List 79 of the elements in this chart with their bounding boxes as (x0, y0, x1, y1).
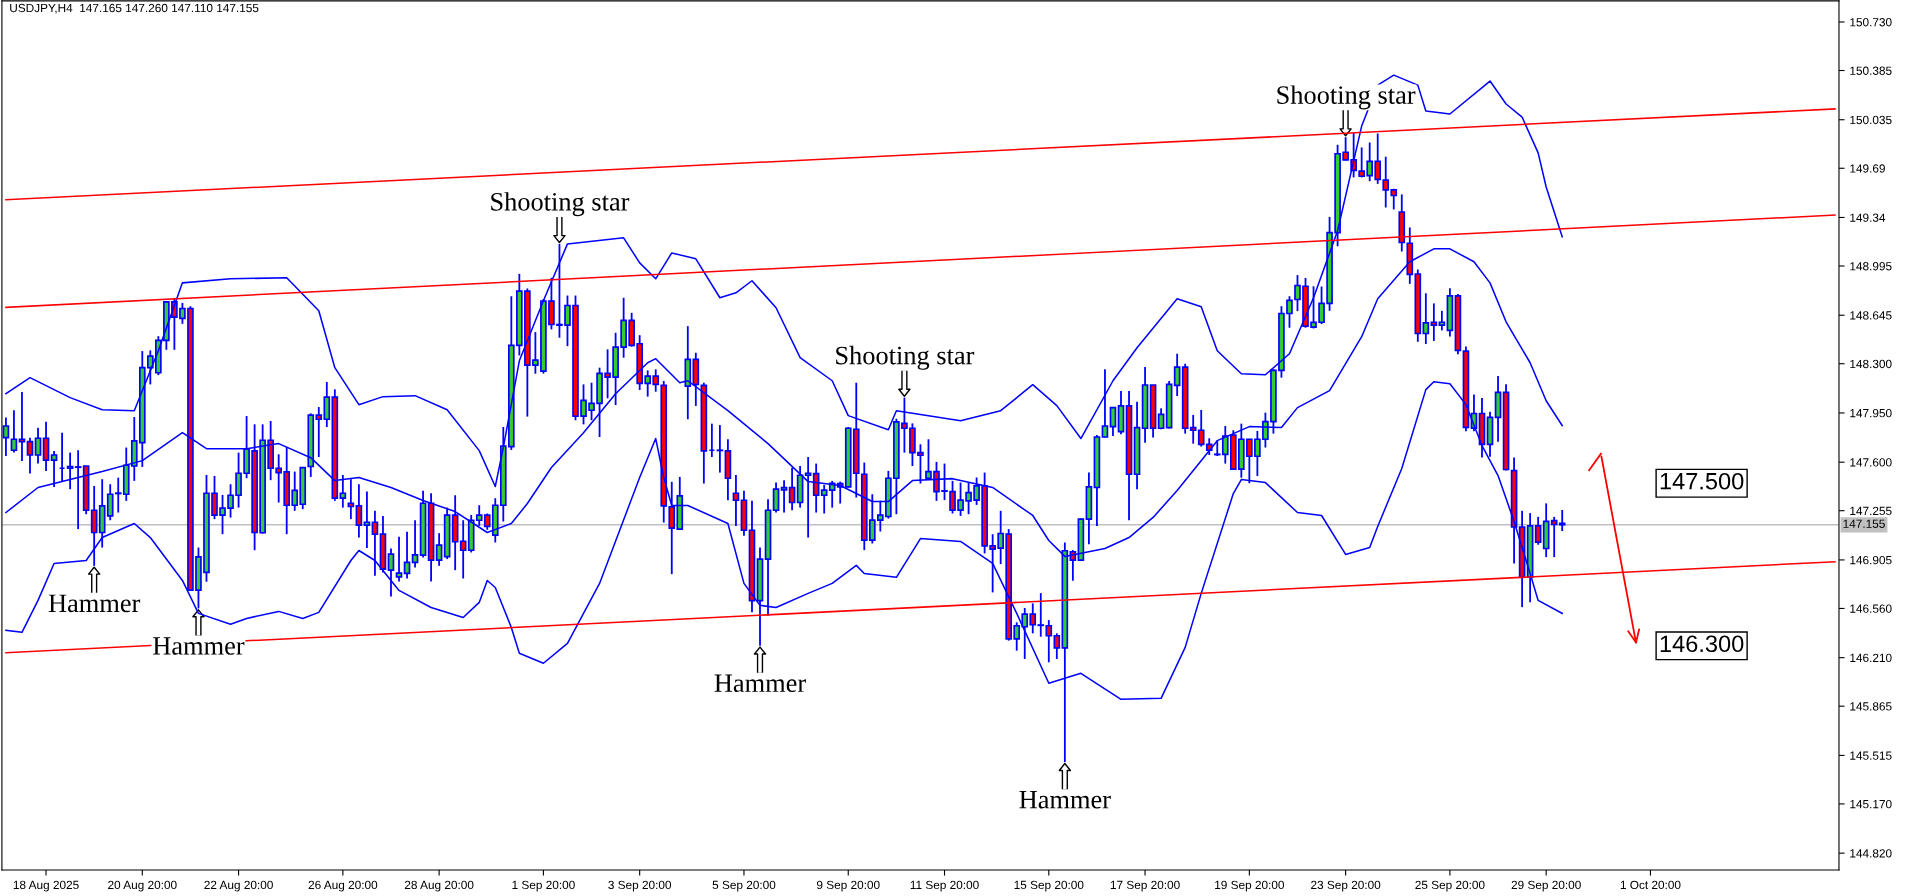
x-tick-label: 18 Aug 2025 (13, 880, 79, 892)
candlestick (1173, 352, 1181, 397)
annotation: Hammer (714, 674, 806, 693)
candlestick (26, 436, 34, 475)
x-tick-label: 11 Sep 20:00 (910, 880, 979, 892)
y-tick-label: 145.515 (1850, 751, 1892, 760)
x-tick-label: 26 Aug 20:00 (308, 880, 378, 892)
candlestick (339, 474, 347, 509)
x-tick-label: 9 Sep 20:00 (816, 880, 880, 892)
annotation: 146.300 (1660, 635, 1744, 653)
y-tick-label: 146.210 (1850, 653, 1892, 663)
y-tick-label: 150.035 (1850, 115, 1892, 125)
candlestick (780, 479, 788, 514)
candlestick (1422, 292, 1430, 345)
candlestick (2, 416, 10, 457)
x-tick-label: 3 Sep 20:00 (608, 880, 672, 892)
candlestick (42, 420, 50, 472)
candlestick (788, 466, 796, 512)
x-tick-label: 29 Sep 20:00 (1511, 880, 1581, 892)
x-tick-label: 17 Sep 20:00 (1110, 880, 1180, 892)
annotation: Shooting star (836, 345, 975, 370)
candlestick (18, 391, 26, 462)
annotation: Hammer (153, 637, 245, 655)
candlestick (90, 485, 98, 567)
candlestick (387, 547, 395, 598)
x-tick-label: 5 Sep 20:00 (712, 880, 776, 892)
x-tick-label: 1 Oct 20:00 (1620, 880, 1681, 890)
x-tick-label: 19 Sep 20:00 (1215, 880, 1285, 892)
candlestick (772, 481, 780, 514)
y-tick-label: 147.950 (1850, 408, 1892, 418)
y-tick-label: 146.905 (1850, 555, 1892, 565)
candlestick (435, 532, 443, 567)
y-tick-label: 150.385 (1850, 66, 1892, 75)
annotation: 147.500 (1660, 472, 1744, 490)
candlestick (1109, 406, 1117, 437)
candlestick (1438, 309, 1446, 332)
x-tick-label: 23 Sep 20:00 (1311, 880, 1381, 892)
chart-title: USDJPY,H4 147.165 147.260 147.110 147.155 (10, 3, 259, 14)
candlestick (804, 456, 812, 539)
annotation: Shooting star (1277, 85, 1416, 110)
candlestick (716, 424, 724, 474)
annotation: Shooting star (491, 192, 630, 217)
candlestick (371, 509, 379, 577)
x-tick-label: 1 Sep 20:00 (512, 880, 575, 892)
candlestick (347, 478, 355, 521)
x-tick-label: 22 Aug 20:00 (204, 880, 273, 892)
candlestick (732, 474, 740, 527)
candlestick (66, 451, 74, 491)
x-tick-label: 28 Aug 20:00 (404, 880, 474, 892)
annotation: Hammer (48, 594, 141, 613)
candlestick (1534, 515, 1542, 546)
y-tick-label: 147.255 (1850, 506, 1892, 516)
y-tick-label: 148.300 (1850, 359, 1892, 369)
candlestick (355, 483, 363, 539)
y-tick-label: 150.730 (1850, 18, 1892, 27)
x-tick-label: 25 Sep 20:00 (1415, 880, 1485, 892)
candlestick (1053, 632, 1061, 660)
y-tick-label: 148.645 (1850, 311, 1892, 320)
candlestick (363, 490, 371, 550)
candlestick (34, 426, 42, 465)
y-tick-label: 144.820 (1850, 849, 1892, 858)
y-tick-label: 149.34 (1850, 213, 1886, 222)
y-tick-label: 145.865 (1850, 702, 1892, 711)
candlestick (10, 409, 18, 454)
y-tick-label: 149.69 (1850, 164, 1885, 173)
x-tick-label: 15 Sep 20:00 (1014, 880, 1084, 892)
y-tick-label: 148.995 (1850, 262, 1892, 271)
candlestick (50, 450, 58, 488)
y-tick-label: 145.170 (1850, 799, 1892, 809)
candlestick (411, 519, 419, 569)
candlestick (74, 449, 82, 531)
candlestick (395, 535, 403, 583)
x-tick-label: 20 Aug 20:00 (108, 880, 177, 892)
ref-line-label: 147.155 (1843, 519, 1885, 528)
y-tick-label: 146.560 (1850, 604, 1892, 613)
candlestick (1430, 302, 1438, 342)
y-tick-label: 147.600 (1850, 458, 1892, 467)
candlestick (1101, 368, 1109, 439)
annotation: Hammer (1019, 790, 1111, 809)
